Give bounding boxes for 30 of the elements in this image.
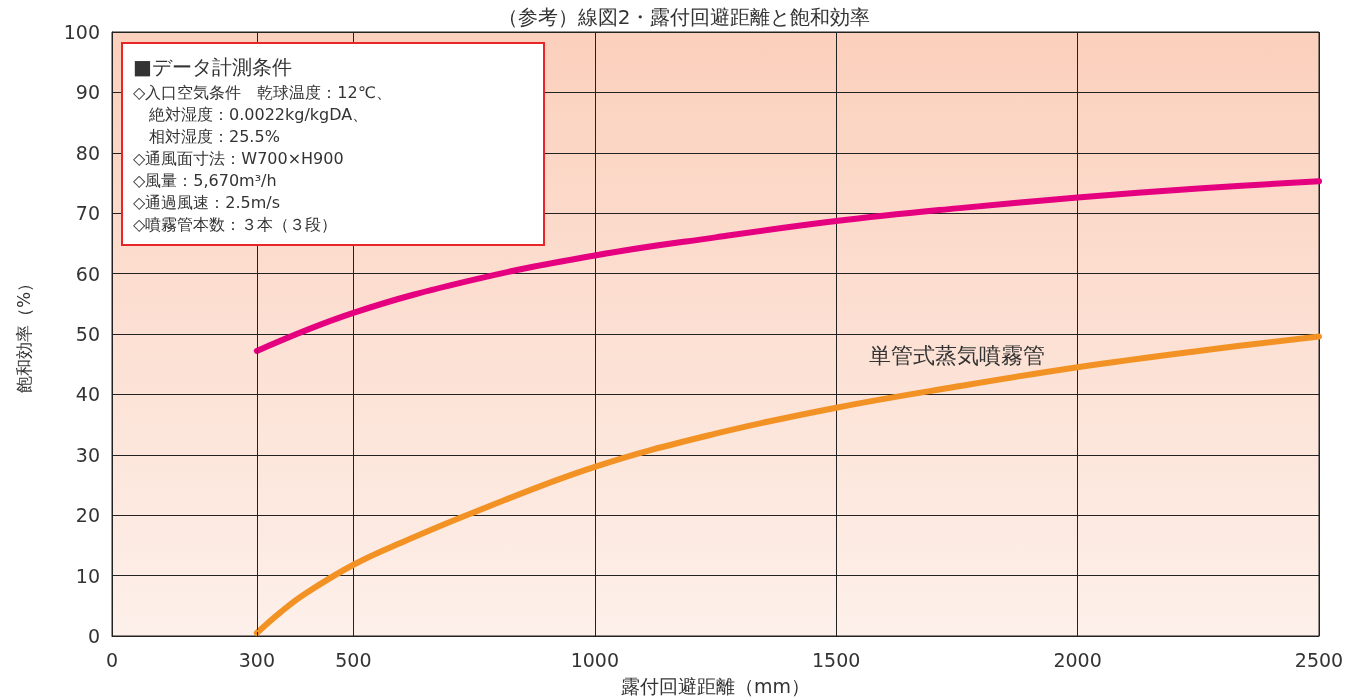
y-tick-label: 50 xyxy=(75,323,100,345)
y-tick-label: 0 xyxy=(87,625,100,647)
y-tick-label: 90 xyxy=(75,81,100,104)
annotation: ◇通風面寸法：W700×H900 xyxy=(133,148,345,170)
x-tick-label: 2500 xyxy=(1294,648,1344,671)
x-axis-title: 露付回避距離（mm） xyxy=(620,674,811,697)
annotation: ◇噴霧管本数：３本（３段） xyxy=(133,214,339,236)
x-tick-label: 1500 xyxy=(812,648,861,671)
y-tick-label: 60 xyxy=(75,262,100,285)
series-label: 単管式蒸気噴霧管 xyxy=(868,343,1045,369)
y-tick-label: 30 xyxy=(75,443,100,466)
annotation: 絶対湿度：0.0022kg/kgDA、 xyxy=(148,104,370,126)
x-tick-label: 2000 xyxy=(1053,648,1102,671)
annotation: ◇入口空気条件 乾球温度：12℃、 xyxy=(133,82,393,104)
x-tick-label: 500 xyxy=(335,648,372,671)
annotation: ■データ計測条件 xyxy=(133,54,293,81)
chart-title: （参考）線図2・露付回避距離と飽和効率 xyxy=(497,5,871,29)
y-tick-label: 100 xyxy=(63,21,100,43)
x-tick-label: 300 xyxy=(238,648,275,671)
y-axis-title: 飽和効率（%） xyxy=(13,274,34,394)
x-tick-label: 1000 xyxy=(570,648,619,671)
y-tick-label: 80 xyxy=(75,141,100,164)
annotation: 相対湿度：25.5% xyxy=(148,126,281,148)
x-tick-label: 0 xyxy=(105,648,119,671)
y-tick-label: 70 xyxy=(75,202,100,225)
y-tick-label: 20 xyxy=(75,504,100,527)
y-tick-label: 10 xyxy=(75,564,100,587)
annotation: ◇通過風速：2.5m/s xyxy=(133,192,282,214)
y-tick-label: 40 xyxy=(75,383,100,406)
annotation: ◇風量：5,670m³/h xyxy=(133,170,278,192)
